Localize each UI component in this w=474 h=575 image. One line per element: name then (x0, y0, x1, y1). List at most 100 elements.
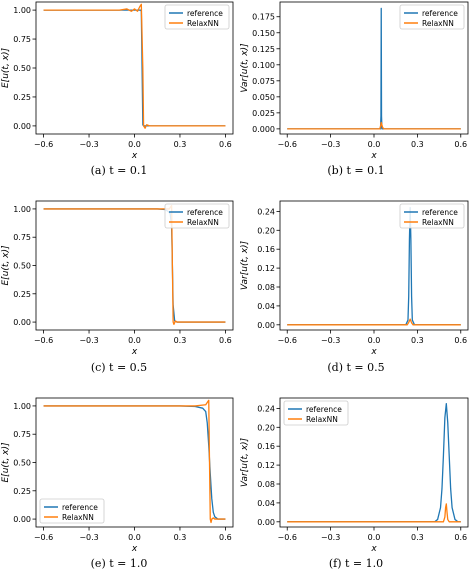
chart-a-xtick-label: −0.3 (79, 140, 98, 149)
chart-c-ylabel: E[u(t, x)] (1, 245, 11, 286)
chart-a-xtick-label: 0.0 (128, 140, 141, 149)
chart-a-xtick-label: −0.6 (34, 140, 53, 149)
chart-d-ytick-label: 0.24 (257, 207, 275, 216)
chart-b-xtick-label: 0.3 (411, 140, 424, 149)
chart-e-xtick-label: 0.0 (128, 533, 141, 542)
chart-b-ytick-label: 0.150 (252, 29, 275, 38)
chart-c-ytick-label: 0.75 (13, 233, 31, 242)
chart-f-ytick-label: 0.00 (257, 518, 275, 527)
chart-b-ytick-label: 0.075 (252, 77, 275, 86)
chart-a-xtick-label: 0.3 (174, 140, 187, 149)
chart-e-ytick-label: 0.75 (13, 430, 31, 439)
chart-d-ytick-label: 0.08 (257, 283, 275, 292)
chart-d-ytick-label: 0.16 (257, 245, 275, 254)
chart-b-caption: (b) t = 0.1 (327, 164, 384, 177)
chart-d-legend-label-relaxnn: RelaxNN (422, 218, 454, 227)
chart-f-legend-label-relaxnn: RelaxNN (306, 415, 338, 424)
chart-b-series-relaxnn-line (287, 121, 461, 130)
chart-d-ytick-label: 0.20 (257, 226, 275, 235)
chart-d-xtick-label: 0.6 (454, 336, 467, 345)
chart-e-caption: (e) t = 1.0 (91, 557, 148, 570)
chart-b-ytick-label: 0.125 (252, 45, 275, 54)
chart-f-xtick-label: −0.6 (278, 533, 297, 542)
chart-d-ytick-label: 0.04 (257, 302, 275, 311)
chart-e-ytick-label: 1.00 (13, 402, 31, 411)
chart-d-xtick-label: 0.3 (411, 336, 424, 345)
chart-f-caption: (f) t = 1.0 (329, 557, 383, 570)
chart-a: −0.6 −0.3 0.0 0.3 0.6 0.00 0.25 0.50 0.75 1.00 x E[… (1, 1, 234, 177)
chart-e-ytick-label: 0.00 (13, 515, 31, 524)
chart-f-series-reference-line (287, 403, 461, 523)
chart-e-ylabel: E[u(t, x)] (1, 442, 11, 483)
chart-b-xtick-label: −0.6 (278, 140, 297, 149)
chart-a-ytick-label: 1.00 (13, 6, 31, 15)
chart-f-xtick-label: 0.6 (454, 533, 467, 542)
chart-b-xtick-label: −0.3 (321, 140, 340, 149)
chart-d-xlabel: x (370, 347, 377, 357)
chart-f-xtick-label: 0.0 (368, 533, 381, 542)
chart-d-series-relaxnn-line (287, 318, 461, 326)
chart-d-xtick-label: 0.0 (368, 336, 381, 345)
chart-e-xtick-label: 0.3 (174, 533, 187, 542)
chart-f-ytick-label: 0.24 (257, 404, 275, 413)
chart-d-ytick-label: 0.00 (257, 321, 275, 330)
chart-e-xtick-label: −0.3 (79, 533, 98, 542)
chart-b-xtick-label: 0.6 (454, 140, 467, 149)
chart-e-legend-label-reference: reference (62, 503, 98, 512)
chart-c-xtick-label: 0.0 (128, 336, 141, 345)
chart-f-ytick-label: 0.04 (257, 499, 275, 508)
chart-f-series-relaxnn-line (287, 503, 461, 523)
chart-f-xlabel: x (370, 544, 377, 554)
chart-c-xtick-label: −0.3 (79, 336, 98, 345)
chart-c-xtick-label: 0.6 (219, 336, 232, 345)
chart-e-ytick-label: 0.50 (13, 459, 31, 468)
chart-a-xlabel: x (131, 151, 138, 161)
chart-f-legend-label-reference: reference (306, 405, 342, 414)
chart-f-ylabel: Var[u(t, x)] (240, 437, 250, 487)
chart-e: −0.6 −0.3 0.0 0.3 0.6 0.00 0.25 0.50 0.75 1.00 x E[… (1, 397, 234, 570)
chart-d-xtick-label: −0.3 (321, 336, 340, 345)
chart-a-ytick-label: 0.00 (13, 122, 31, 131)
chart-e-series-relaxnn-line (43, 399, 226, 524)
chart-c-ytick-label: 0.00 (13, 318, 31, 327)
chart-b-ylabel: Var[u(t, x)] (240, 43, 250, 93)
chart-a-ytick-label: 0.50 (13, 64, 31, 73)
chart-a-xtick-label: 0.6 (219, 140, 232, 149)
chart-a-caption: (a) t = 0.1 (91, 164, 148, 177)
chart-f-ytick-label: 0.16 (257, 442, 275, 451)
chart-c-legend-label-relaxnn: RelaxNN (187, 218, 219, 227)
chart-a-series-relaxnn-line (43, 3, 226, 129)
chart-f-ytick-label: 0.12 (257, 461, 275, 470)
chart-f-ytick-label: 0.20 (257, 423, 275, 432)
chart-c-xlabel: x (131, 347, 138, 357)
chart-f-ytick-label: 0.08 (257, 480, 275, 489)
chart-b-ytick-label: 0.000 (252, 125, 275, 134)
chart-a-ylabel: E[u(t, x)] (1, 48, 11, 89)
chart-e-ytick-label: 0.25 (13, 487, 31, 496)
chart-a-legend-label-relaxnn: RelaxNN (187, 19, 219, 28)
chart-c-ytick-label: 0.25 (13, 290, 31, 299)
chart-b-ytick-label: 0.175 (252, 13, 275, 22)
chart-c-xtick-label: 0.3 (174, 336, 187, 345)
chart-c-ytick-label: 0.50 (13, 262, 31, 271)
chart-b-xtick-label: 0.0 (368, 140, 381, 149)
chart-e-xlabel: x (131, 544, 138, 554)
chart-f-xtick-label: 0.3 (411, 533, 424, 542)
chart-a-ytick-label: 0.25 (13, 93, 31, 102)
chart-d-xtick-label: −0.6 (278, 336, 297, 345)
chart-a-ytick-label: 0.75 (13, 35, 31, 44)
chart-a-legend-label-reference: reference (187, 9, 223, 18)
chart-b-legend-label-relaxnn: RelaxNN (422, 19, 454, 28)
chart-c-xtick-label: −0.6 (34, 336, 53, 345)
chart-e-xtick-label: 0.6 (219, 533, 232, 542)
chart-b-legend-label-reference: reference (422, 9, 458, 18)
chart-e-xtick-label: −0.6 (34, 533, 53, 542)
chart-d-ytick-label: 0.12 (257, 264, 275, 273)
